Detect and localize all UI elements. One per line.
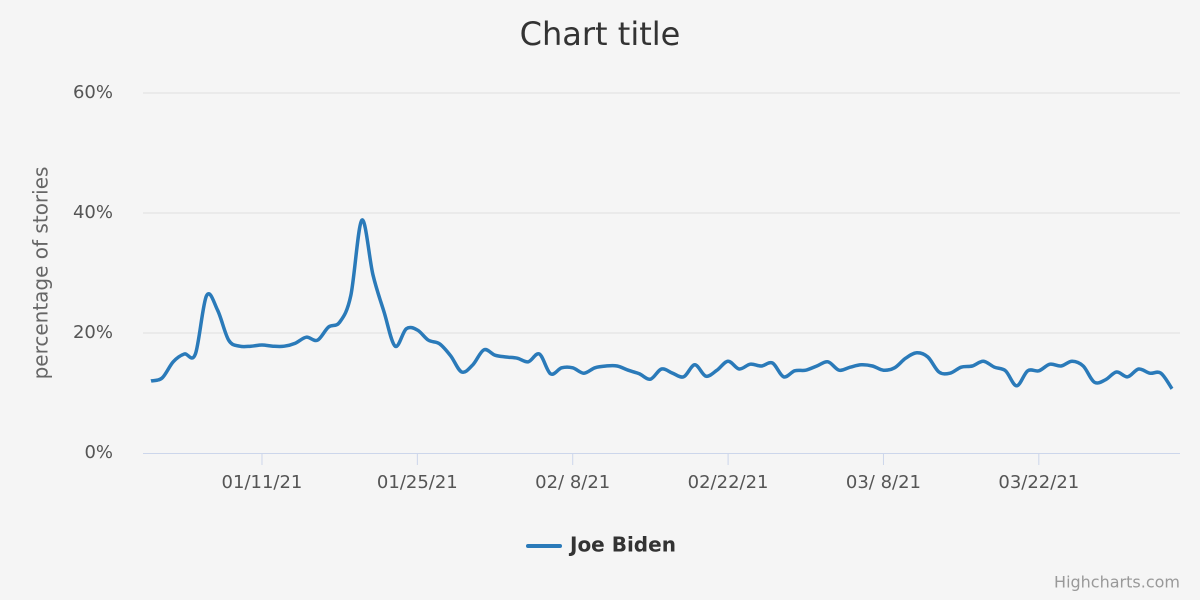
y-tick-label: 20% xyxy=(73,322,113,343)
y-axis-title: percentage of stories xyxy=(29,167,53,380)
y-tick-label: 0% xyxy=(84,442,113,463)
x-tick-label: 02/22/21 xyxy=(688,472,769,493)
x-tick-label: 01/11/21 xyxy=(222,472,303,493)
y-tick-label: 60% xyxy=(73,82,113,103)
x-tick-label: 02/ 8/21 xyxy=(535,472,610,493)
x-tick-label: 03/22/21 xyxy=(998,472,1079,493)
x-tick-label: 03/ 8/21 xyxy=(846,472,921,493)
y-tick-label: 40% xyxy=(73,202,113,223)
x-tick-label: 01/25/21 xyxy=(377,472,458,493)
chart-title: Chart title xyxy=(520,15,681,53)
legend-label: Joe Biden xyxy=(568,533,676,557)
line-series xyxy=(150,218,1174,390)
credits: Highcharts.com xyxy=(1054,573,1180,592)
